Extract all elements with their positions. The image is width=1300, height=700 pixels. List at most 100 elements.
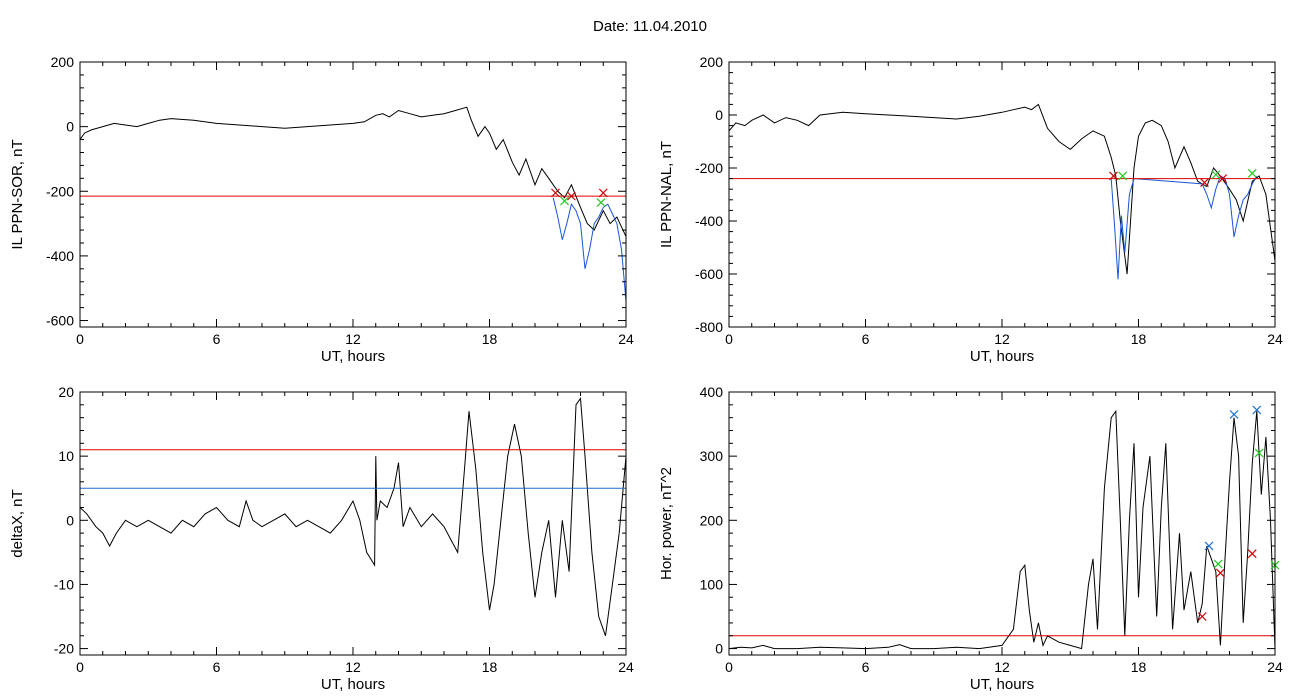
x-tick-label: 0 [725, 331, 733, 347]
x-tick-label: 6 [213, 331, 221, 347]
x-tick-label: 0 [725, 659, 733, 675]
x-marker-5 [1229, 410, 1239, 419]
x-marker-stroke [1215, 568, 1225, 578]
x-marker-2 [1118, 171, 1127, 181]
x-marker-stroke [1204, 541, 1214, 551]
x-marker-7 [1252, 405, 1262, 415]
x-tick-label: 0 [76, 331, 84, 347]
plot-frame [728, 391, 1276, 656]
y-tick-label: -20 [54, 641, 74, 657]
x-marker-8 [1254, 448, 1264, 458]
y-tick-label: 400 [700, 384, 724, 400]
x-marker-6 [1247, 168, 1257, 178]
x-tick-label: 12 [345, 659, 361, 675]
x-marker-1 [1197, 612, 1207, 621]
x-tick-label: 18 [482, 331, 498, 347]
x-tick-label: 24 [1267, 659, 1283, 675]
x-tick-label: 6 [213, 659, 221, 675]
x-marker-6 [1247, 549, 1257, 559]
x-marker-stroke [1252, 405, 1262, 415]
x-tick-label: 18 [482, 659, 498, 675]
x-marker-2 [1204, 541, 1214, 551]
x-marker-3 [566, 191, 576, 201]
y-tick-label: -200 [695, 160, 723, 176]
y-tick-label: -800 [695, 319, 723, 335]
chart-panel-4: 0 6 12 18 24 0 100 200 300 400 UT, hours Hor. power… [658, 384, 1283, 693]
x-marker-stroke [1118, 171, 1127, 181]
series-line-1 [729, 409, 1275, 650]
x-marker-stroke [1218, 174, 1228, 184]
plot-frame [728, 61, 1276, 328]
plot-frame [79, 61, 627, 328]
y-tick-label: 200 [700, 512, 724, 528]
chart-panel-2: 0 6 12 18 24 -800 -600 -400 -200 0 200 UT, hours IL … [658, 54, 1283, 365]
plot-frame [79, 391, 627, 656]
x-marker-stroke [1247, 549, 1257, 559]
y-tick-label: -400 [695, 213, 723, 229]
x-tick-label: 12 [994, 659, 1010, 675]
y-axis-label: deltaX, nT [9, 489, 26, 557]
x-marker-4 [1211, 170, 1221, 180]
chart-panel-1: 0 6 12 18 24 -600 -400 -200 0 200 UT, hours IL PPN-… [9, 54, 634, 365]
y-axis-label: IL PPN-SOR, nT [9, 139, 26, 249]
x-marker-stroke [1229, 410, 1239, 419]
x-marker-1 [1109, 171, 1118, 181]
series-line-2 [1110, 175, 1258, 280]
y-axis-label: Hor. power, nT^2 [658, 467, 675, 580]
x-marker-2 [560, 196, 569, 206]
y-tick-label: 0 [66, 512, 74, 528]
x-axis-label: UT, hours [970, 348, 1034, 365]
y-tick-label: 0 [715, 107, 723, 123]
x-marker-stroke [596, 198, 606, 208]
x-marker-5 [596, 198, 606, 208]
x-tick-label: 24 [1267, 331, 1283, 347]
y-tick-label: 200 [51, 54, 75, 70]
x-axis-label: UT, hours [321, 348, 385, 365]
x-marker-5 [1218, 174, 1228, 184]
y-tick-label: 20 [58, 384, 74, 400]
y-tick-label: 100 [700, 576, 724, 592]
y-tick-label: -600 [695, 266, 723, 282]
x-marker-stroke [1211, 170, 1221, 180]
x-tick-label: 12 [345, 331, 361, 347]
y-tick-label: 200 [700, 54, 724, 70]
x-marker-stroke [566, 191, 576, 201]
page-title: Date: 11.04.2010 [593, 18, 707, 35]
x-marker-stroke [1197, 612, 1207, 621]
chart-panel-3: 0 6 12 18 24 -20 -10 0 10 20 UT, hours deltaX, nT [9, 384, 634, 693]
series-line-1 [80, 396, 626, 636]
x-marker-3 [1200, 178, 1209, 187]
x-tick-label: 12 [994, 331, 1010, 347]
x-marker-4 [1215, 568, 1225, 578]
y-tick-label: -600 [46, 313, 74, 329]
x-marker-stroke [1213, 559, 1223, 569]
x-axis-label: UT, hours [321, 676, 385, 693]
x-marker-stroke [1247, 168, 1257, 178]
x-marker-stroke [1109, 171, 1118, 181]
x-tick-label: 6 [862, 331, 870, 347]
y-tick-label: -200 [46, 183, 74, 199]
y-axis-label: IL PPN-NAL, nT [658, 141, 675, 248]
y-tick-label: 0 [715, 641, 723, 657]
x-marker-1 [551, 188, 560, 198]
x-marker-4 [598, 188, 608, 198]
y-tick-label: -400 [46, 248, 74, 264]
series-line-1 [80, 106, 626, 237]
x-tick-label: 24 [618, 331, 634, 347]
series-line-2 [552, 197, 626, 302]
x-axis-label: UT, hours [970, 676, 1034, 693]
x-marker-stroke [598, 188, 608, 198]
y-tick-label: 0 [66, 119, 74, 135]
y-tick-label: 300 [700, 448, 724, 464]
x-tick-label: 0 [76, 659, 84, 675]
y-tick-label: -10 [54, 576, 74, 592]
x-tick-label: 18 [1131, 331, 1147, 347]
y-tick-label: 10 [58, 448, 74, 464]
x-marker-stroke [560, 196, 569, 206]
x-marker-3 [1213, 559, 1223, 569]
x-marker-stroke [551, 188, 560, 198]
x-marker-stroke [1254, 448, 1264, 458]
x-tick-label: 6 [862, 659, 870, 675]
series-line-1 [729, 103, 1275, 275]
